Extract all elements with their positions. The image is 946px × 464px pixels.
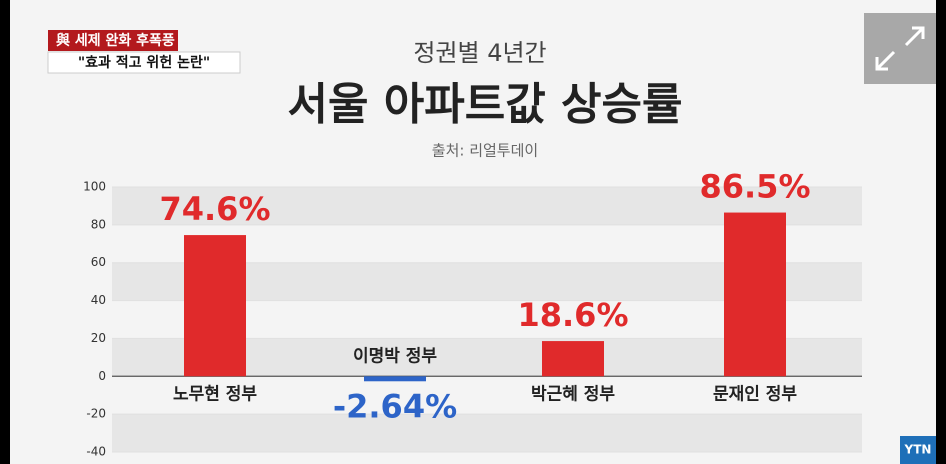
y-tick-label: 80 [91,217,106,231]
expand-button[interactable] [864,13,936,84]
bar [542,341,604,377]
expand-icon [875,26,925,71]
y-tick-label: -40 [86,445,106,459]
value-label: 74.6% [159,190,270,228]
x-tick-label: 노무현 정부 [173,384,257,404]
quote-text: "효과 적고 위헌 논란" [78,54,210,71]
tag-text: 與 세제 완화 후폭풍 [56,32,175,49]
x-tick-label: 문재인 정부 [713,384,797,404]
y-tick-label: 0 [98,369,106,383]
x-tick-label: 박근혜 정부 [531,384,615,404]
value-label: 18.6% [517,296,628,334]
bar [184,235,246,377]
value-label: 86.5% [699,168,810,206]
plot-area: -40 -20 0 20 40 60 80 100 노무현 정부 74.6% 이명박 정부 -2.64… [83,168,862,459]
y-tick-label: 40 [91,293,106,307]
y-tick-label: -20 [86,407,106,421]
logo-box [900,436,936,464]
y-tick-label: 60 [91,255,106,269]
x-tick-label: 이명박 정부 [353,346,437,366]
tag-box [48,30,178,51]
chart-subtitle: 정권별 4년간 [413,39,546,67]
chart-source: 출처: 리얼투데이 [432,142,538,160]
value-label: -2.64% [333,387,457,425]
y-tick-label: 100 [83,180,106,194]
chart-title: 서울 아파트값 상승률 [288,79,683,130]
grid-band [112,414,862,452]
y-tick-label: 20 [91,331,106,345]
bar [724,212,786,377]
logo-text: YTN [904,443,932,457]
quote-box [47,51,241,74]
